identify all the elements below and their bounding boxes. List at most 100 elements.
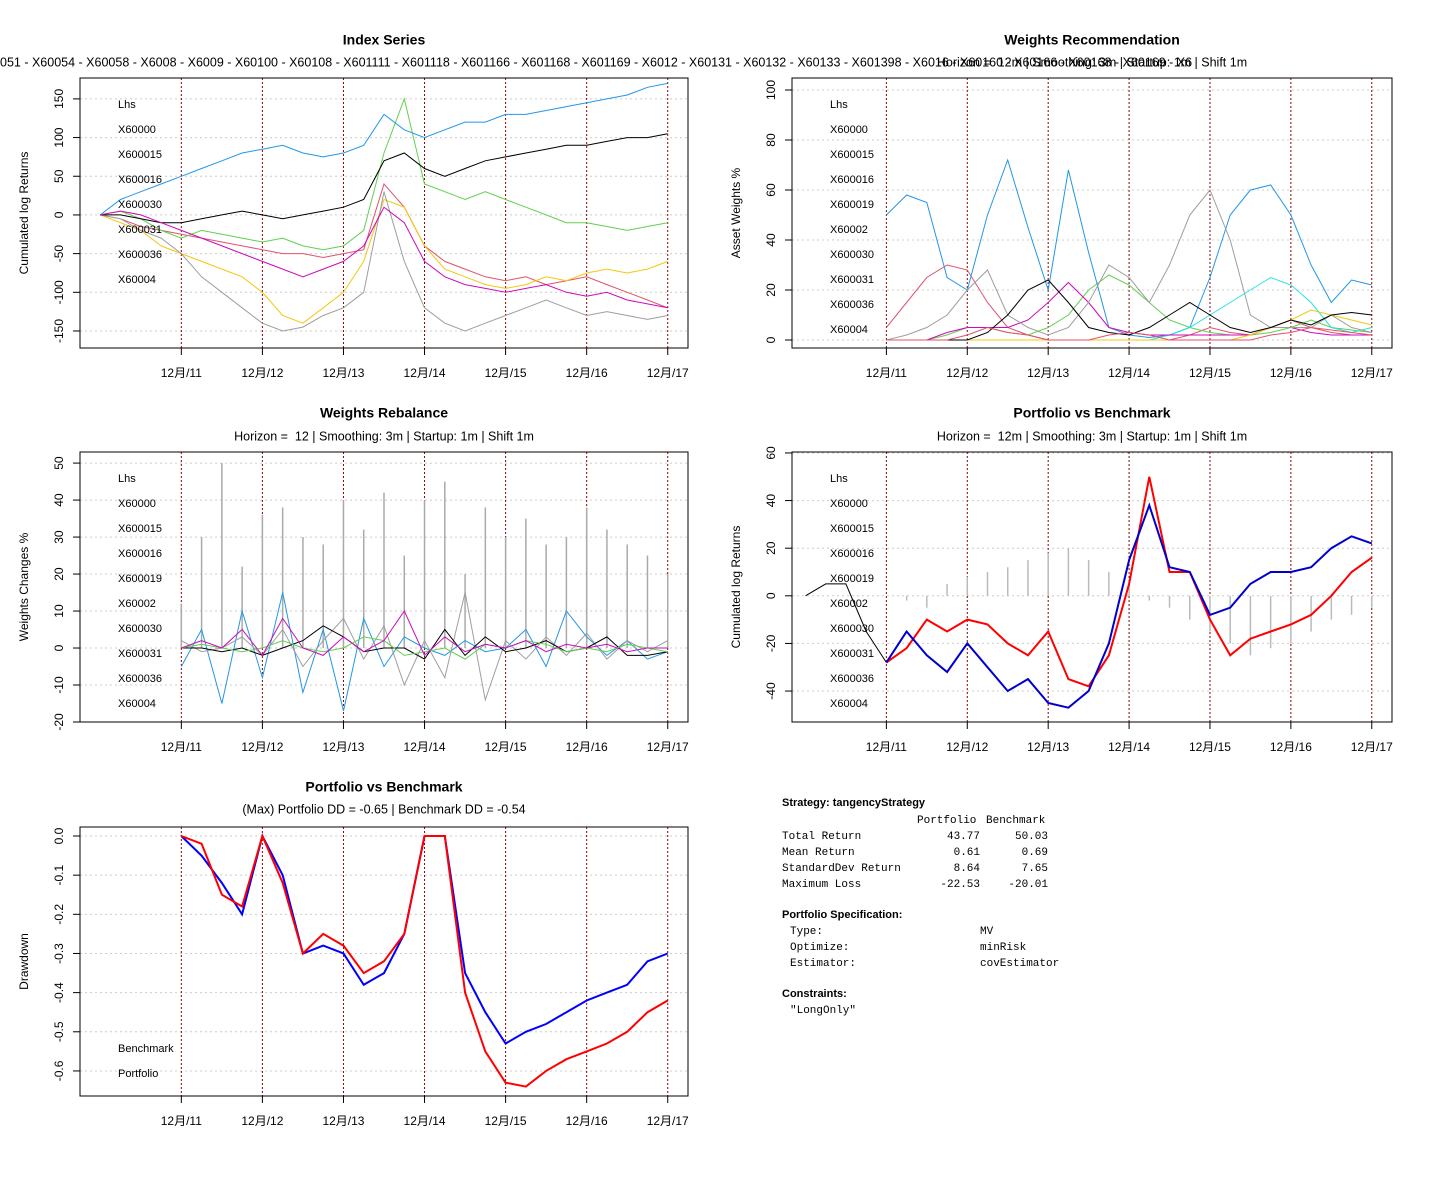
y-tick-label: -150 [52,319,66,343]
legend-entry: X600015 [118,523,162,535]
spec-value: MV [980,926,994,938]
row-value: 0.61 [954,847,981,859]
series-line [886,189,1372,341]
x-tick-label: 12月/17 [647,366,689,380]
y-tick-label: -20 [764,634,778,652]
y-tick-label: -50 [52,245,66,263]
chart-subtitle: Horizon = 12 | Smoothing: 3m | Startup: … [234,429,534,443]
x-tick-label: 12月/13 [1027,740,1069,754]
row-value: 50.03 [1015,831,1048,843]
series-line [100,191,668,332]
chart-subtitle: 051 - X60054 - X60058 - X6008 - X6009 - … [0,55,1192,69]
legend-entry: X600030 [830,249,874,261]
series-line [99,82,668,216]
chart-title: Index Series [343,32,426,48]
chart-panel: Portfolio vs Benchmark (Max) Portfolio DD… [17,779,689,1128]
legend-entry: X60004 [830,698,868,710]
y-tick-label: 150 [52,89,66,109]
chart-panel: Portfolio vs Benchmark Horizon = 12m | Sm… [729,405,1393,754]
y-axis-label: Cumulated log Returns [729,526,743,649]
chart-panel: Index Series 051 - X60054 - X60058 - X600… [0,32,1192,380]
chart-subtitle: (Max) Portfolio DD = -0.65 | Benchmark D… [242,802,525,816]
plot-frame [79,77,689,349]
x-tick-label: 12月/17 [1351,740,1393,754]
x-tick-label: 12月/11 [866,366,907,380]
row-value: 8.64 [954,863,981,875]
legend-entry: X600019 [830,199,874,211]
y-tick-label: 40 [764,233,778,247]
x-tick-label: 12月/17 [1351,366,1393,380]
series-line [886,326,1372,341]
legend-entry: X60002 [118,598,156,610]
x-tick-label: 12月/15 [1189,740,1231,754]
y-axis-label: Asset Weights % [729,167,743,258]
x-tick-label: 12月/13 [322,740,364,754]
spec-label: Type: [790,926,823,938]
legend-title: Lhs [830,473,848,485]
x-tick-label: 12月/14 [404,1114,446,1128]
row-value: -22.53 [940,879,980,891]
constraint: "LongOnly" [790,1005,856,1017]
x-tick-label: 12月/13 [1027,366,1069,380]
x-tick-label: 12月/15 [485,366,527,380]
y-axis-label: Drawdown [17,933,31,990]
plot-frame [791,451,1393,723]
y-tick-label: -20 [52,713,66,731]
x-tick-label: 12月/14 [404,740,446,754]
legend-entry: X600031 [830,648,874,660]
y-axis-label: Weights Changes % [17,532,31,641]
legend-entry: X600030 [118,623,162,635]
series-line [100,182,668,309]
y-tick-label: -0.2 [52,904,66,925]
legend-entry: X60004 [118,274,156,286]
x-tick-label: 12月/13 [322,366,364,380]
legend-entry: X600036 [118,673,162,685]
y-tick-label: -0.4 [52,982,66,1003]
chart-subtitle: Horizon = 12m | Smoothing: 3m | Startup:… [937,429,1247,443]
y-tick-label: 0 [52,211,66,218]
y-tick-label: 20 [764,283,778,297]
legend-entry: X60000 [830,124,868,136]
legend-entry: X600030 [830,623,874,635]
legend-entry: X600019 [118,573,162,585]
legend-entry: X600019 [830,573,874,585]
series-line [180,833,669,1088]
series-line [805,583,887,663]
x-tick-label: 12月/16 [1270,366,1312,380]
legend-entry: X600015 [830,149,874,161]
y-tick-label: -40 [764,682,778,700]
x-tick-label: 12月/16 [566,366,608,380]
y-tick-label: 40 [52,493,66,507]
legend-entry: X60004 [830,324,868,336]
chart-title: Portfolio vs Benchmark [305,779,462,795]
row-label: StandardDev Return [782,863,901,875]
x-tick-label: 12月/12 [241,1114,283,1128]
column-header: Benchmark [986,815,1046,827]
y-tick-label: 30 [52,530,66,544]
y-tick-label: -0.1 [52,865,66,886]
x-tick-label: 12月/12 [946,366,988,380]
legend-entry: X60004 [118,698,156,710]
series-line [100,198,668,324]
x-tick-label: 12月/15 [485,740,527,754]
y-tick-label: 60 [764,446,778,460]
row-label: Maximum Loss [782,879,861,891]
legend-entry: X600015 [830,523,874,535]
x-tick-label: 12月/13 [322,1114,364,1128]
series-line [885,476,1373,688]
spec-value: covEstimator [980,958,1059,970]
legend-entry: X60002 [830,224,868,236]
legend-entry: X60000 [118,498,156,510]
legend-entry: X600016 [830,548,874,560]
y-tick-label: 0 [764,336,778,343]
x-tick-label: 12月/17 [647,1114,689,1128]
y-tick-label: 50 [52,169,66,183]
constraints-title: Constraints: [782,988,847,1000]
chart-subtitle: Horizon = 12m | Smoothing: 3m | Startup:… [937,55,1247,69]
spec-label: Estimator: [790,958,856,970]
y-tick-label: 0 [764,592,778,599]
y-tick-label: 40 [764,494,778,508]
x-tick-label: 12月/11 [866,740,907,754]
legend-entry: X600015 [118,149,162,161]
y-tick-label: 100 [52,127,66,147]
